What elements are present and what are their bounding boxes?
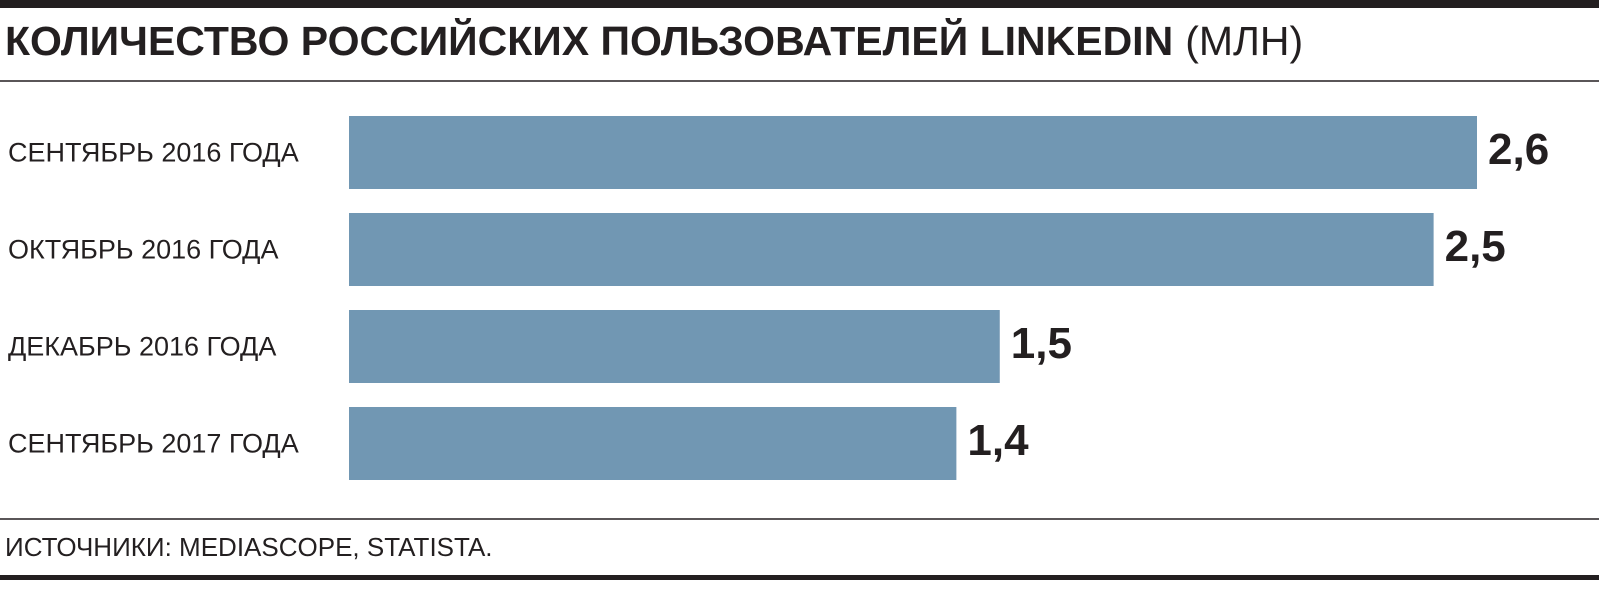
bar (349, 310, 1000, 383)
chart-title: КОЛИЧЕСТВО РОССИЙСКИХ ПОЛЬЗОВАТЕЛЕЙ LINK… (5, 18, 1303, 64)
category-label: ОКТЯБРЬ 2016 ГОДА (8, 235, 278, 265)
title-unit: (МЛН) (1185, 18, 1303, 64)
value-label: 2,6 (1488, 125, 1549, 174)
value-label: 2,5 (1445, 222, 1506, 271)
category-label: СЕНТЯБРЬ 2016 ГОДА (8, 138, 299, 168)
bar (349, 116, 1477, 189)
top-rule (0, 0, 1599, 8)
category-label: ДЕКАБРЬ 2016 ГОДА (8, 332, 276, 362)
bar (349, 407, 957, 480)
bottom-rule (0, 575, 1599, 580)
value-label: 1,4 (967, 416, 1029, 465)
value-label: 1,5 (1011, 319, 1072, 368)
title-main: КОЛИЧЕСТВО РОССИЙСКИХ ПОЛЬЗОВАТЕЛЕЙ LINK… (5, 18, 1173, 64)
source: ИСТОЧНИКИ: MEDIASCOPE, STATISTA. (5, 532, 493, 562)
bar (349, 213, 1434, 286)
category-label: СЕНТЯБРЬ 2017 ГОДА (8, 429, 299, 459)
